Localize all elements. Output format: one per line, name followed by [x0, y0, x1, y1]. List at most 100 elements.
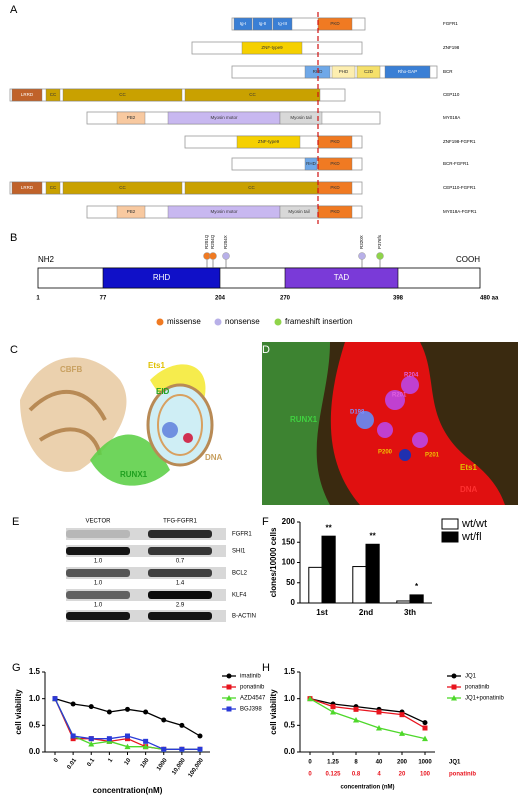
domain-label: Ig-III	[278, 21, 287, 26]
point	[307, 695, 313, 702]
domain-label: Myosin tail	[288, 209, 309, 214]
row-label: ZNF198	[443, 45, 460, 50]
domain	[304, 157, 318, 171]
legend-label: BGJ398	[240, 707, 262, 713]
structure-d	[262, 342, 518, 505]
panel-label: B	[10, 232, 17, 244]
band	[66, 591, 130, 599]
point	[330, 709, 336, 715]
protein-label: BCL2	[232, 571, 248, 577]
row-label: JQ1	[449, 760, 461, 766]
mutation-label: R320X	[359, 235, 364, 249]
domain	[272, 17, 293, 31]
legend-marker	[226, 695, 232, 701]
x-tick-label: 0.125	[325, 772, 341, 778]
y-tick-label: 1.5	[284, 667, 296, 676]
legend-marker	[451, 695, 457, 701]
x-tick-label: 2nd	[359, 608, 373, 617]
x-tick-label: 0.8	[352, 772, 361, 778]
legend-swatch	[441, 518, 459, 530]
legend-marker	[226, 684, 232, 690]
bar	[321, 535, 336, 604]
point	[124, 743, 131, 750]
domain-label: Myosin tail	[290, 115, 311, 120]
position-label: 270	[280, 296, 291, 302]
structure-label: R201	[392, 393, 407, 399]
domain	[236, 135, 301, 149]
y-tick-label: 200	[282, 517, 296, 526]
domain-label: PKD	[330, 161, 340, 166]
point	[353, 706, 359, 712]
x-tick-label: 1000	[156, 757, 169, 772]
domain	[284, 267, 399, 289]
mutation-dot	[222, 252, 230, 260]
position-label: 398	[393, 296, 404, 302]
panel-label: G	[12, 662, 21, 674]
domain	[11, 88, 43, 102]
x-tick-label: 200	[397, 760, 408, 766]
point	[422, 725, 428, 731]
band	[66, 569, 130, 577]
point	[70, 736, 76, 742]
y-tick-label: 1.5	[29, 667, 41, 676]
point	[125, 736, 130, 742]
domain	[233, 17, 253, 31]
y-tick-label: 100	[282, 558, 296, 567]
y-axis-label: clones/10000 cells	[269, 527, 278, 597]
point	[197, 746, 203, 752]
domain-label: Ig-I	[240, 21, 247, 26]
legend-marker	[226, 706, 232, 712]
domain-label: LRRD	[21, 92, 34, 97]
point	[161, 717, 167, 723]
x-tick-label: 10	[124, 757, 133, 766]
x-tick-label: 100,000	[188, 757, 206, 779]
structure-label: Ets1	[148, 361, 165, 370]
x-tick-label: 0	[53, 757, 60, 764]
x-tick-label: 100	[420, 772, 431, 778]
domain-label: Myosin motor	[210, 115, 238, 120]
point	[330, 704, 336, 710]
band	[66, 530, 130, 538]
x-tick-label: 0.1	[86, 757, 96, 768]
row-label: MY018A	[443, 115, 460, 120]
y-tick-label: 50	[286, 578, 295, 587]
legend-label: nonsense	[225, 317, 260, 326]
point	[70, 701, 76, 707]
legend-dot	[156, 318, 164, 326]
domain	[62, 181, 183, 195]
row-label: CEP110-FGFR1	[443, 185, 476, 190]
x-tick-label: 4	[377, 772, 381, 778]
domain	[11, 181, 43, 195]
x-tick-label: 20	[399, 772, 406, 778]
point	[125, 706, 130, 712]
legend-label: JQ1	[465, 674, 477, 680]
row-label: BCR-FGFR1	[443, 161, 469, 166]
point	[88, 704, 94, 710]
domain-label: CC	[249, 92, 256, 97]
legend-label: ponatinib	[240, 685, 265, 691]
domain-label: LRRD	[21, 185, 34, 190]
x-tick-label: 40	[376, 760, 383, 766]
point	[106, 709, 112, 715]
domain-label: PHD	[339, 69, 349, 74]
legend-label: wt/wt	[461, 518, 487, 530]
structure-label: CBFB	[60, 365, 82, 374]
position-label: 1	[36, 296, 40, 302]
band	[148, 530, 212, 538]
x-tick-label: 0.01	[66, 757, 78, 771]
domain-label: RHD	[306, 161, 316, 166]
row-label: ZNF198-FGFR1	[443, 139, 476, 144]
mutation-label: R204Q	[210, 234, 215, 249]
structure-c	[20, 357, 214, 486]
legend-label: JQ1+ponatinib	[465, 696, 505, 702]
structure-label: DNA	[460, 485, 478, 494]
domain-label: C2D	[364, 69, 374, 74]
x-tick-label: 1	[107, 757, 114, 764]
legend-label: ponatinib	[465, 685, 490, 691]
point	[179, 722, 185, 728]
y-tick-label: 0.0	[284, 747, 296, 756]
domain-label: CC	[50, 92, 57, 97]
band	[148, 612, 212, 620]
x-tick-label: 1000	[418, 760, 432, 766]
